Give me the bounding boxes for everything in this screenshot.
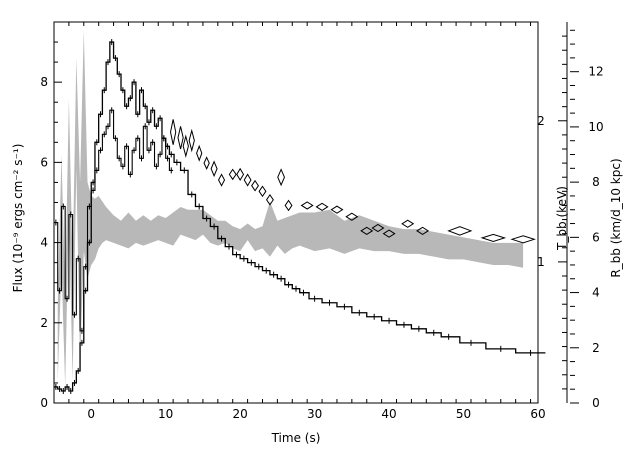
x-tick-label: 0 [87,407,95,421]
temperature-point [203,156,210,170]
temperature-point [236,167,245,182]
temperature-point [277,168,286,187]
flux-histogram-1 [54,109,174,332]
y-radius-tick-label: 2 [592,341,600,355]
x-tick-label: 40 [381,407,396,421]
temperature-point [382,229,396,238]
temperature-point [177,126,184,150]
x-tick-label: 50 [456,407,471,421]
y-left-tick-label: 2 [40,316,48,330]
temperature-point [315,202,329,211]
plot-frame [53,21,539,404]
temperature-point [210,160,218,178]
temperature-point [371,223,385,233]
x-tick-label: 20 [233,407,248,421]
y-left-tick-label: 6 [40,155,48,169]
y-axis-radius-title: R_bb (km/d_10 kpc) [609,158,623,277]
y-radius-tick-label: 0 [592,396,600,410]
temperature-point [265,193,274,206]
x-tick-label: 10 [158,407,173,421]
temperature-point [182,134,189,159]
temperature-point [228,168,237,181]
x-tick-label: 60 [530,407,545,421]
y-temperature-tick-label: 2 [537,114,545,128]
temperature-point [360,226,374,235]
flux-histogram-0 [54,41,546,392]
temperature-point [243,173,252,187]
y-temperature-tick-label: 1 [537,255,545,269]
temperature-point [345,212,359,221]
y-axis-temperature-title: T_bb (keV) [555,186,569,251]
temperature-point [330,205,344,214]
y-left-tick-label: 4 [40,236,48,250]
temperature-point [300,201,314,210]
temperature-points-layer [170,119,536,244]
x-axis-title: Time (s) [271,431,321,445]
y-axis-left-title: Flux (10⁻⁹ ergs cm⁻² s⁻¹) [11,144,25,293]
y-left-tick-label: 8 [40,75,48,89]
temperature-point [217,173,226,187]
y-radius-tick-label: 6 [592,230,600,244]
temperature-point [188,128,195,153]
temperature-point [510,235,536,244]
temperature-point [251,179,260,192]
temperature-point [447,226,473,236]
y-radius-tick-label: 4 [592,286,600,300]
temperature-point [284,199,293,212]
y-radius-tick-label: 8 [592,175,600,189]
y-radius-tick-label: 10 [588,120,603,134]
x-tick-label: 30 [307,407,322,421]
temperature-point [196,144,203,162]
temperature-point [170,119,177,145]
temperature-point [258,185,267,198]
temperature-point [480,233,507,242]
temperature-point [401,219,415,228]
flux-histogram-layer [54,39,546,394]
y-left-tick-label: 0 [40,396,48,410]
y-radius-tick-label: 12 [588,65,603,79]
temperature-point [416,226,430,235]
